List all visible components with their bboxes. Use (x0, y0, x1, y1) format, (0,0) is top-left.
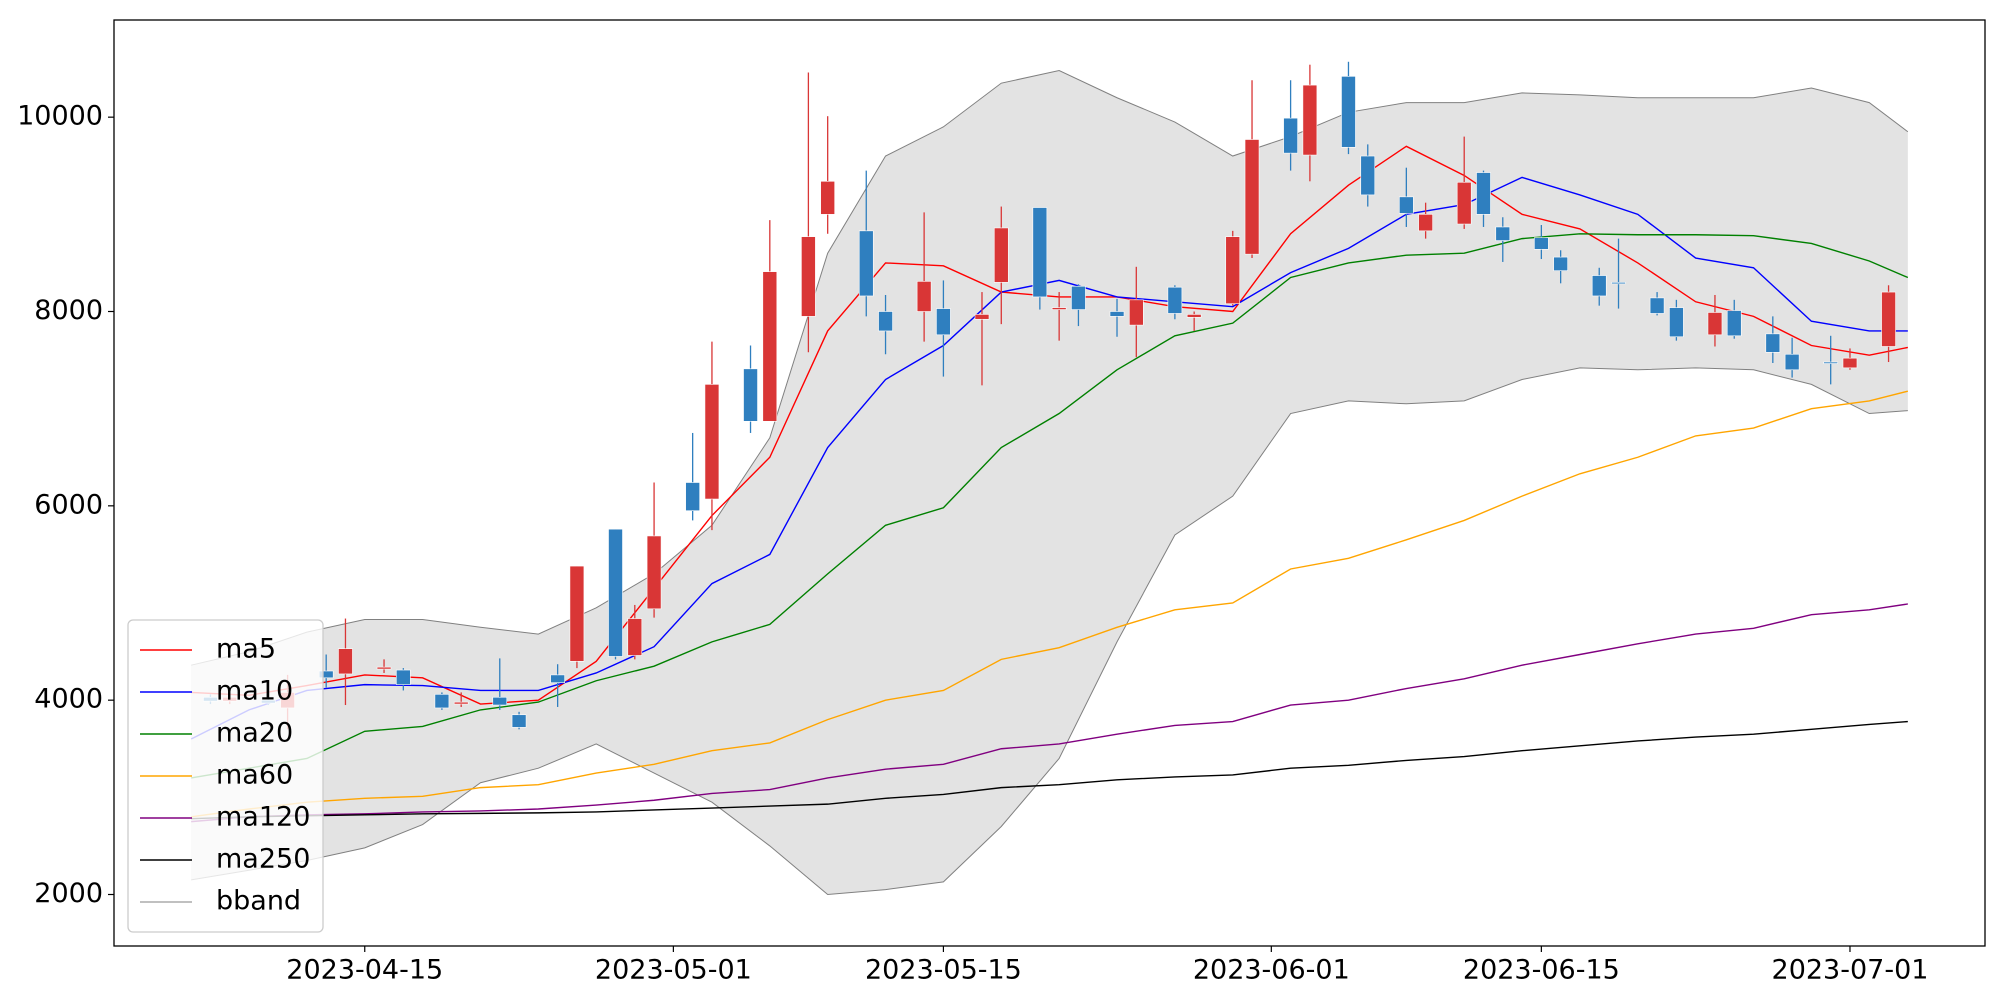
x-tick-label: 2023-06-15 (1463, 955, 1620, 986)
candle-body (1842, 357, 1858, 369)
candle-body (1341, 76, 1356, 148)
legend-label: ma120 (216, 802, 310, 833)
candle-body (1784, 353, 1800, 371)
candle-body (1032, 207, 1048, 298)
candle-body (569, 565, 585, 662)
candle-body (1881, 291, 1896, 347)
y-tick-label: 4000 (34, 684, 103, 715)
candle-body (492, 696, 508, 706)
candle-body (801, 236, 816, 317)
candle-body (1418, 214, 1433, 232)
ma-line (191, 720, 1908, 820)
candle-body (916, 281, 932, 312)
candle-body (1534, 237, 1549, 250)
candle-body (878, 311, 893, 332)
x-tick-label: 2023-05-15 (865, 955, 1022, 986)
candle-body (993, 227, 1009, 283)
candle-body (511, 714, 527, 728)
candle-body (1399, 196, 1414, 214)
candle-body (820, 180, 835, 215)
candle-body (936, 308, 951, 336)
candle-body (453, 701, 469, 705)
x-tick-label: 2023-04-15 (286, 955, 443, 986)
candle-body (1823, 361, 1838, 364)
candle-body (1476, 172, 1491, 215)
legend-label: bband (216, 886, 301, 917)
candle-body (1360, 155, 1376, 196)
y-tick-label: 2000 (34, 878, 103, 909)
candle-body (858, 230, 874, 297)
candle-body (1244, 139, 1260, 255)
candle-body (1591, 275, 1607, 297)
candle-body (1765, 333, 1781, 353)
candle-body (646, 535, 662, 610)
legend-label: ma60 (216, 760, 293, 791)
candle-body (550, 674, 565, 683)
candle-body (1128, 299, 1144, 326)
candle-body (608, 528, 623, 657)
candle-body (974, 314, 990, 320)
legend-label: ma250 (216, 844, 310, 875)
plot-area (190, 61, 1909, 896)
candle-body (1726, 310, 1742, 337)
candle-body (762, 271, 778, 422)
legend-label: ma10 (216, 676, 293, 707)
candle-body (1186, 314, 1202, 318)
ma-line (191, 390, 1909, 818)
candle-body (1071, 285, 1086, 310)
candle-body (1669, 307, 1684, 338)
candle-body (1495, 226, 1511, 241)
candle-body (627, 618, 643, 656)
legend: ma5 ma10 ma20 ma60 ma120 ma250 bband (127, 619, 324, 933)
candle-body (338, 648, 353, 675)
candle-body (743, 368, 758, 422)
candle-body (1109, 311, 1125, 317)
candle-body (376, 666, 392, 670)
band-lower (191, 367, 1908, 896)
ma-line (190, 176, 1908, 740)
x-tick-label: 2023-07-01 (1772, 955, 1929, 986)
candle-body (1051, 307, 1067, 310)
y-tick-label: 6000 (34, 489, 103, 520)
x-tick-label: 2023-06-01 (1193, 955, 1350, 986)
y-tick-label: 8000 (34, 295, 103, 326)
candle-body (1649, 297, 1665, 314)
x-tick-label: 2023-05-01 (595, 955, 752, 986)
candle-body (1456, 181, 1472, 225)
candle-body (1225, 236, 1241, 305)
candle-body (1553, 256, 1568, 271)
ma-line (191, 603, 1908, 823)
candle-body (1283, 117, 1298, 154)
candle-body (685, 482, 700, 511)
candle-body (1707, 312, 1723, 336)
legend-box (127, 619, 324, 933)
candle-body (704, 384, 720, 500)
legend-label: ma5 (216, 634, 276, 665)
candle-body (396, 669, 411, 685)
candle-body (1302, 84, 1318, 156)
band-upper (191, 70, 1909, 666)
candle-body (1167, 286, 1183, 314)
plot-frame (113, 19, 1986, 947)
band-fill (191, 70, 1908, 895)
candle-body (1611, 282, 1626, 285)
ma-line (191, 233, 1909, 779)
legend-label: ma20 (216, 718, 293, 749)
y-tick-label: 10000 (17, 101, 103, 132)
candle-body (434, 694, 450, 709)
